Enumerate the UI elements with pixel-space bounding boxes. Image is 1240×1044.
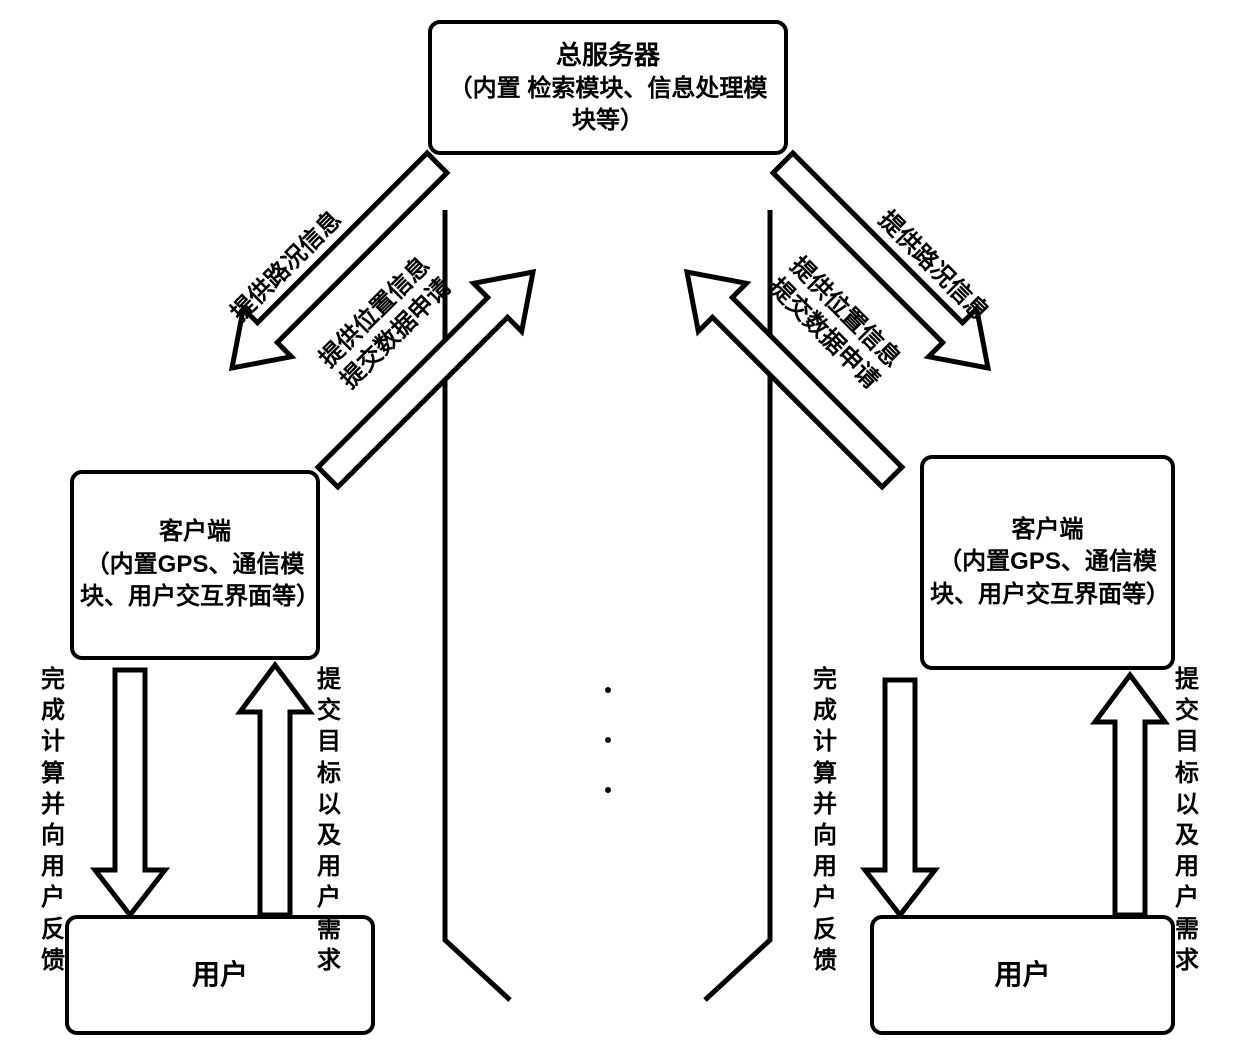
diag-right-out-label: 提供路况信息: [873, 205, 995, 327]
user-left-label: 用户: [192, 956, 248, 994]
arrow-left-up: [240, 665, 310, 915]
diag-left-in-arrow: [304, 248, 557, 501]
diag-right-in-arrow: [663, 248, 916, 501]
client-right-box: 客户端 （内置GPS、通信模块、用户交互界面等）: [920, 455, 1175, 670]
ellipsis-dots: [605, 687, 611, 793]
client-left-box: 客户端 （内置GPS、通信模块、用户交互界面等）: [70, 470, 320, 660]
label-left-down: 完成计算并向用户反馈: [38, 664, 68, 976]
server-title: 总服务器: [438, 38, 778, 73]
diag-left-in-label1: 提供位置信息: [314, 251, 436, 373]
client-right-title: 客户端: [930, 514, 1165, 546]
user-right-label: 用户: [994, 956, 1050, 994]
label-left-up: 提交目标以及用户需求: [314, 664, 344, 976]
funnel-shape: [445, 210, 770, 1000]
client-left-title: 客户端: [80, 516, 310, 548]
diag-left-out-label: 提供路况信息: [225, 205, 347, 327]
user-right-box: 用户: [870, 915, 1175, 1035]
diag-right-out-arrow: [759, 139, 1012, 392]
server-box: 总服务器 （内置 检索模块、信息处理模块等）: [428, 20, 788, 155]
arrow-left-down: [95, 670, 165, 915]
arrow-right-down: [865, 680, 935, 915]
diag-right-in-label1: 提供位置信息: [785, 251, 907, 373]
client-right-subtitle: （内置GPS、通信模块、用户交互界面等）: [930, 546, 1165, 611]
label-right-up: 提交目标以及用户需求: [1172, 664, 1202, 976]
diag-right-in-label2: 提交数据申请: [764, 272, 886, 394]
server-subtitle: （内置 检索模块、信息处理模块等）: [438, 73, 778, 138]
client-left-subtitle: （内置GPS、通信模块、用户交互界面等）: [80, 549, 310, 614]
label-right-down: 完成计算并向用户反馈: [810, 664, 840, 976]
diagram-stage: 总服务器 （内置 检索模块、信息处理模块等） 客户端 （内置GPS、通信模块、用…: [0, 0, 1240, 1044]
diag-left-out-arrow: [208, 139, 461, 392]
arrow-right-up: [1095, 675, 1165, 915]
diag-left-in-label2: 提交数据申请: [335, 272, 457, 394]
